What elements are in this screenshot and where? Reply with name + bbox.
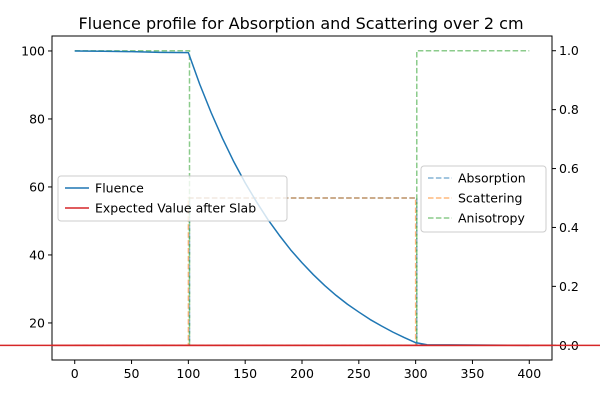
y-right-tick-label: 0.6 [559,161,579,176]
legend-box [420,165,547,233]
series-scattering-line [74,197,530,347]
x-tick-label: 300 [404,366,428,381]
x-tick-label: 150 [233,366,257,381]
legend-label-anisotropy: Anisotropy [458,211,525,226]
legend-label-fluence: Fluence [95,181,144,196]
legend-label-expected-value-after-slab: Expected Value after Slab [95,201,256,216]
y-right-tick-label: 1.0 [559,43,579,58]
y-left-tick-label: 20 [29,315,45,330]
x-axis: 0 50 100 150 200 250 300 350 400 [71,360,541,381]
legend-label-scattering: Scattering [458,191,522,206]
y-left-tick-label: 80 [29,111,45,126]
x-tick-label: 250 [347,366,371,381]
legend-right: Absorption Scattering Anisotropy [420,165,547,233]
x-tick-label: 200 [290,366,314,381]
x-tick-label: 0 [71,366,79,381]
x-tick-label: 350 [461,366,485,381]
y-axis-left: 20 40 60 80 100 [21,43,52,330]
chart-title: Fluence profile for Absorption and Scatt… [78,14,523,33]
y-left-tick-label: 60 [29,179,45,194]
legend-label-absorption: Absorption [458,171,526,186]
legend-box [57,175,288,222]
y-left-tick-label: 40 [29,247,45,262]
y-left-tick-label: 100 [21,43,45,58]
y-right-tick-label: 0.4 [559,220,579,235]
series-fluence-line [74,50,530,347]
x-tick-label: 100 [176,366,200,381]
y-right-tick-label: 0.2 [559,279,579,294]
x-tick-label: 400 [517,366,541,381]
legend-left: Fluence Expected Value after Slab [57,175,288,222]
x-tick-label: 50 [124,366,140,381]
y-right-tick-label: 0.8 [559,102,579,117]
